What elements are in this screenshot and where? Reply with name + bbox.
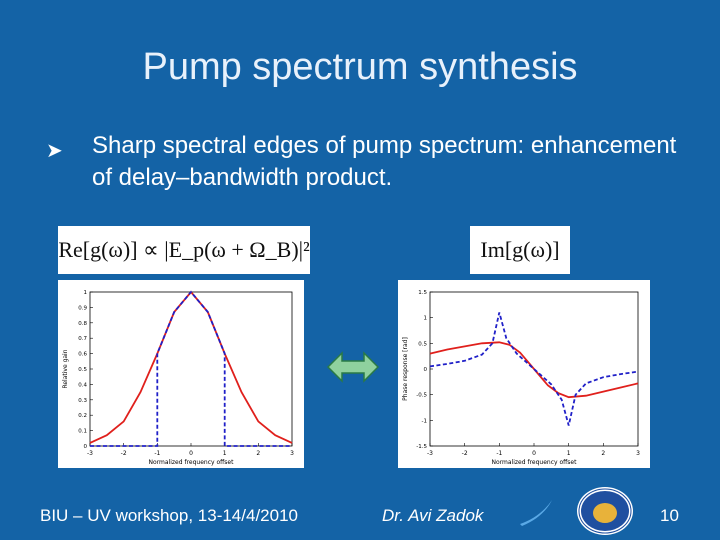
y-tick-label: -1.5: [416, 444, 427, 450]
x-tick-label: 3: [636, 450, 640, 457]
plot-frame: [89, 291, 293, 447]
y-tick-label: 0.2: [78, 413, 87, 419]
x-axis-label: Normalized frequency offset: [149, 459, 235, 466]
y-tick-label: 0.5: [78, 367, 87, 373]
y-tick-label: 0.7: [78, 336, 87, 342]
university-logo: [577, 487, 633, 535]
x-tick-label: -1: [154, 450, 160, 457]
y-tick-label: 0: [424, 367, 428, 373]
double-arrow-icon: [326, 351, 380, 383]
x-tick-label: -2: [121, 450, 127, 457]
y-tick-label: 0.1: [78, 429, 87, 435]
y-tick-label: 0.6: [78, 352, 87, 358]
x-tick-label: 3: [290, 450, 294, 457]
y-tick-label: 1: [84, 290, 88, 296]
swoosh-icon: [520, 500, 552, 526]
y-tick-label: 0: [84, 444, 88, 450]
phase-chart: -3 -2 -1 0 1 2 3 -1.5 -1 -0.5 0 0.5 1 1.5 Normalized f…: [402, 290, 640, 466]
page-number: 10: [660, 506, 679, 525]
series-line-blue: [90, 290, 292, 447]
x-tick-label: 0: [532, 450, 536, 457]
x-tick-label: 1: [567, 450, 571, 457]
y-tick-label: -0.5: [416, 393, 427, 399]
phase-plot: -3 -2 -1 0 1 2 3 -1.5 -1 -0.5 0 0.5 1 1.5 Normalized f…: [398, 280, 650, 468]
x-tick-label: -3: [87, 450, 93, 457]
series-line-red: [89, 290, 293, 444]
slide-title: Pump spectrum synthesis: [142, 46, 578, 88]
y-axis-label: Phase response [rad]: [402, 337, 409, 401]
y-tick-label: -1: [422, 418, 427, 424]
x-axis-label: Normalized frequency offset: [492, 459, 578, 466]
y-tick-label: 1: [424, 316, 428, 322]
x-tick-label: 2: [601, 450, 605, 457]
y-tick-label: 1.5: [418, 290, 427, 296]
bullet-text: Sharp spectral edges of pump spectrum: e…: [92, 132, 677, 191]
y-tick-label: 0.5: [418, 341, 427, 347]
x-tick-label: 1: [223, 450, 227, 457]
equation-imaginary-part: Im[g(ω)]: [470, 226, 570, 274]
x-tick-label: 0: [189, 450, 193, 457]
gain-chart: -3 -2 -1 0 1 2 3 0 0.1 0.2 0.3 0.4 0.5 0.6 0.7 0.8 0.9 1 N…: [62, 290, 294, 466]
y-tick-label: 0.4: [78, 382, 87, 388]
arrow-bullet-icon: ➤: [46, 140, 63, 162]
x-tick-label: -1: [496, 450, 502, 457]
y-tick-label: 0.8: [78, 321, 87, 327]
series-line-red: [429, 341, 639, 399]
gain-plot: -3 -2 -1 0 1 2 3 0 0.1 0.2 0.3 0.4 0.5 0.6 0.7 0.8 0.9 1 N…: [58, 280, 304, 468]
footer-author: Dr. Avi Zadok: [382, 506, 484, 525]
equation-real-part: Re[g(ω)] ∝ |E_p(ω + Ω_B)|²: [58, 226, 310, 274]
x-tick-label: -2: [462, 450, 468, 457]
x-tick-label: 2: [256, 450, 260, 457]
footer-event: BIU – UV workshop, 13-14/4/2010: [40, 506, 298, 525]
y-tick-label: 0.3: [78, 398, 87, 404]
y-tick-label: 0.9: [78, 305, 87, 311]
x-tick-label: -3: [427, 450, 433, 457]
y-axis-label: Relative gain: [62, 349, 69, 388]
series-line-blue: [429, 312, 639, 426]
